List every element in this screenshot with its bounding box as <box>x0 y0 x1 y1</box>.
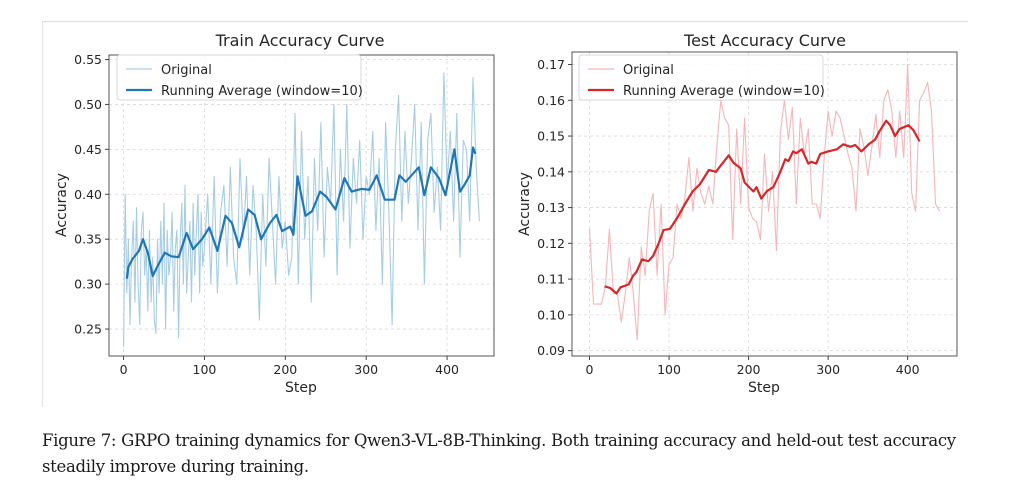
series-running-average-line <box>125 146 477 279</box>
x-axis-label: Step <box>748 380 780 396</box>
y-tick-label: 0.25 <box>74 322 102 337</box>
x-axis-label: Step <box>285 380 317 396</box>
series <box>588 63 940 341</box>
legend-label-running-average: Running Average (window=10) <box>161 84 363 99</box>
x-tick-label: 0 <box>586 362 594 377</box>
y-axis-label: Accuracy <box>517 172 533 236</box>
x-tick-label: 100 <box>193 362 217 377</box>
y-axis-label: Accuracy <box>54 173 70 237</box>
plot-area-border <box>571 51 958 357</box>
y-tick-label: 0.55 <box>74 52 102 67</box>
x-tick-label: 200 <box>273 362 297 377</box>
figure-caption: Figure 7: GRPO training dynamics for Qwe… <box>42 431 956 476</box>
ticks: 0 100 200 300 400 0.09 0.10 0.11 0.12 0.13 0.14 0.1… <box>537 57 920 377</box>
x-tick-label: 0 <box>120 362 128 377</box>
y-tick-label: 0.16 <box>537 93 565 108</box>
x-tick-label: 300 <box>816 362 840 377</box>
y-tick-label: 0.15 <box>537 129 565 144</box>
legend-label-original: Original <box>161 63 212 78</box>
y-tick-label: 0.30 <box>74 277 102 292</box>
y-tick-label: 0.10 <box>537 307 565 322</box>
x-tick-label: 400 <box>896 362 920 377</box>
figure-frame-top <box>42 21 968 22</box>
y-tick-label: 0.12 <box>537 236 565 251</box>
legend-box <box>578 54 824 101</box>
figure-frame-left <box>42 21 43 407</box>
x-tick-label: 100 <box>657 362 681 377</box>
chart-title: Train Accuracy Curve <box>215 31 385 50</box>
series-running-average-line <box>604 119 921 295</box>
y-tick-label: 0.14 <box>537 164 565 179</box>
legend-label-original: Original <box>623 63 674 78</box>
legend-label-running-average: Running Average (window=10) <box>623 84 825 99</box>
y-tick-label: 0.50 <box>74 97 102 112</box>
x-tick-label: 200 <box>737 362 761 377</box>
series <box>123 72 480 348</box>
y-tick-label: 0.13 <box>537 200 565 215</box>
train-accuracy-chart: Train Accuracy Curve 0 100 200 300 400 0.25 0.… <box>54 31 495 396</box>
ticks: 0 100 200 300 400 0.25 0.30 0.35 0.40 0.45 0.50 0.5… <box>74 52 459 377</box>
x-tick-label: 300 <box>354 362 378 377</box>
chart-title: Test Accuracy Curve <box>683 31 846 50</box>
test-accuracy-chart: Test Accuracy Curve 0 100 200 300 400 0.09 0.1… <box>517 31 958 396</box>
legend-box <box>116 54 362 101</box>
series-original-line <box>123 72 480 348</box>
y-tick-label: 0.35 <box>74 232 102 247</box>
y-tick-label: 0.09 <box>537 343 565 358</box>
x-tick-label: 400 <box>435 362 459 377</box>
legend: Original Running Average (window=10) <box>116 54 363 101</box>
y-tick-label: 0.17 <box>537 57 565 72</box>
y-tick-label: 0.45 <box>74 142 102 157</box>
series-original-line <box>588 63 940 341</box>
y-tick-label: 0.11 <box>537 272 565 287</box>
legend: Original Running Average (window=10) <box>578 54 825 101</box>
y-tick-label: 0.40 <box>74 187 102 202</box>
